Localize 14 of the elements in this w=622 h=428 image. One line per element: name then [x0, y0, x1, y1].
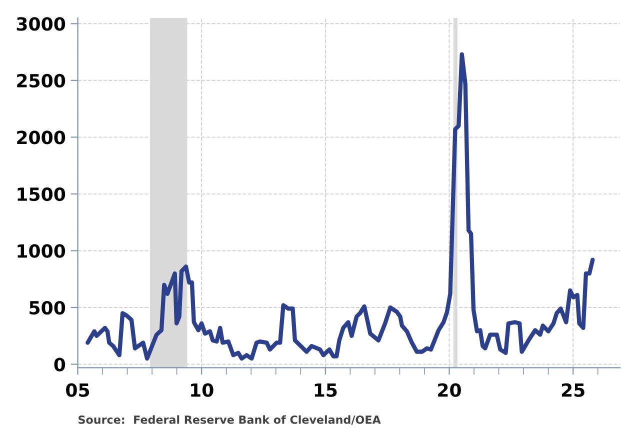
y-tick-label: 1000	[18, 244, 66, 258]
y-tick-label: 3000	[16, 17, 66, 31]
x-tick-label: 10	[191, 383, 214, 397]
y-tick-label: 2500	[17, 74, 66, 88]
x-tick-label: 15	[314, 383, 337, 397]
x-tick-label: 20	[438, 383, 461, 397]
y-tick-label: 500	[30, 300, 66, 315]
line-series	[86, 52, 595, 361]
x-tick-label: 05	[66, 383, 90, 397]
x-tick-label: 25	[562, 383, 584, 397]
y-tick-label: 2000	[17, 130, 66, 144]
y-tick-label: 1500	[18, 187, 66, 202]
source-note: Source: Federal Reserve Bank of Cleveland/OEA	[78, 415, 381, 425]
y-tick-label: 0	[54, 358, 66, 372]
